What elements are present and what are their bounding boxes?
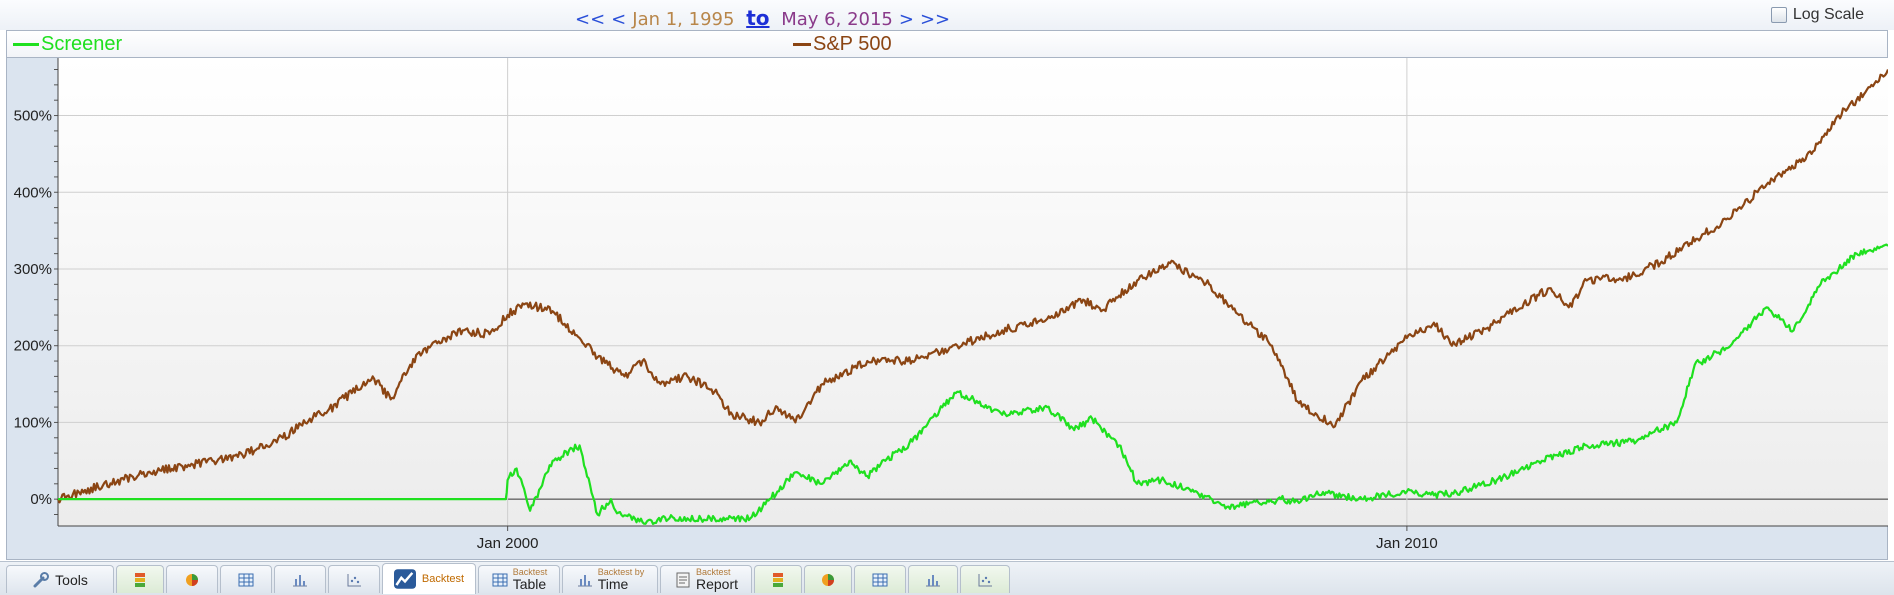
- log-scale-toggle[interactable]: Log Scale: [1770, 6, 1864, 24]
- tab-backtest-table[interactable]: Backtest Table: [478, 565, 560, 593]
- tab-backtest-report-label: Report: [695, 576, 739, 592]
- nav-first-button[interactable]: <<: [575, 9, 606, 30]
- nav-next-button[interactable]: >: [898, 9, 914, 30]
- tab-backtest-table-caption: Backtest: [512, 567, 548, 577]
- legend-label-sp500: S&P 500: [813, 33, 892, 55]
- tab-backtest-report-caption: Backtest: [695, 567, 731, 577]
- line-chart-icon: [393, 569, 416, 589]
- tab-backtest-by-time-caption: Backtest by: [597, 567, 645, 577]
- series-line-screener: [58, 243, 1888, 525]
- tab-bar: Tools Backtest Backtest Table Backtest by…: [0, 561, 1894, 595]
- to-link[interactable]: to: [746, 6, 770, 30]
- plot-area: [58, 58, 1888, 526]
- start-date[interactable]: Jan 1, 1995: [632, 9, 735, 30]
- stacked-bars-icon: [135, 572, 145, 587]
- tab-scatter-chart-2[interactable]: [960, 565, 1010, 593]
- table-icon: [872, 573, 888, 586]
- tab-pie-chart[interactable]: [166, 565, 218, 593]
- x-tick-label: Jan 2000: [477, 535, 539, 552]
- series-line-s-p-500: [57, 69, 1888, 504]
- series-lines: [57, 69, 1888, 525]
- end-date[interactable]: May 6, 2015: [781, 9, 893, 30]
- tab-backtest-by-time-label: Time: [597, 576, 629, 592]
- pie-chart-icon: [186, 573, 198, 586]
- log-scale-label: Log Scale: [1792, 6, 1864, 23]
- legend-item-screener: Screener: [13, 33, 122, 56]
- legend-label-screener: Screener: [41, 33, 123, 55]
- y-tick-label: 0%: [30, 491, 52, 508]
- y-tick-label: 400%: [14, 184, 52, 201]
- tab-backtest-label: Backtest: [421, 573, 465, 585]
- y-tick-label: 100%: [14, 414, 52, 431]
- tab-tools-label: Tools: [55, 571, 88, 588]
- axes: 0% 100% 200% 300% 400% 500% Jan 2000 Jan 2010: [14, 58, 1888, 552]
- legend-swatch-sp500: [793, 43, 811, 46]
- wrench-icon: [33, 571, 50, 587]
- legend-swatch-screener: [13, 43, 39, 46]
- tab-table-2[interactable]: [854, 565, 906, 593]
- stacked-bars-icon: [773, 572, 783, 587]
- bar-chart-icon: [293, 574, 307, 586]
- nav-last-button[interactable]: >>: [919, 9, 951, 30]
- tab-bar-chart-2[interactable]: [908, 565, 958, 593]
- report-icon: [676, 572, 690, 587]
- date-range: << < Jan 1, 1995 to May 6, 2015 > >>: [575, 6, 956, 30]
- y-tick-label: 500%: [14, 108, 52, 125]
- bar-chart-icon: [926, 574, 940, 586]
- tab-stack-chart-2[interactable]: [754, 565, 802, 593]
- tab-stack-chart[interactable]: [116, 565, 164, 593]
- tab-backtest-by-time[interactable]: Backtest by Time: [562, 565, 658, 593]
- scatter-chart-icon: [347, 573, 361, 586]
- tab-pie-chart-2[interactable]: [804, 565, 852, 593]
- tab-tools[interactable]: Tools: [6, 565, 114, 593]
- scatter-chart-icon: [978, 573, 992, 586]
- bar-chart-icon: [577, 574, 592, 586]
- tab-scatter-chart[interactable]: [328, 565, 380, 593]
- legend-item-sp500: S&P 500: [793, 33, 892, 56]
- x-tick-label: Jan 2010: [1376, 535, 1438, 552]
- pie-chart-icon: [822, 573, 834, 586]
- legend: Screener S&P 500: [6, 30, 1888, 58]
- tab-backtest[interactable]: Backtest: [382, 563, 476, 594]
- tab-table[interactable]: [220, 565, 272, 593]
- tab-bar-chart[interactable]: [274, 565, 326, 593]
- date-range-bar: << < Jan 1, 1995 to May 6, 2015 > >> Log Sca…: [0, 0, 1894, 30]
- performance-chart: 0% 100% 200% 300% 400% 500% Jan 2000 Jan 2010: [14, 58, 1888, 552]
- table-icon: [238, 573, 254, 586]
- y-tick-label: 200%: [14, 338, 52, 355]
- log-scale-checkbox[interactable]: [1770, 7, 1787, 23]
- table-icon: [492, 573, 508, 586]
- y-tick-label: 300%: [14, 261, 52, 278]
- nav-prev-button[interactable]: <: [611, 9, 627, 30]
- tab-backtest-table-label: Table: [512, 576, 547, 592]
- tab-backtest-report[interactable]: Backtest Report: [660, 565, 752, 593]
